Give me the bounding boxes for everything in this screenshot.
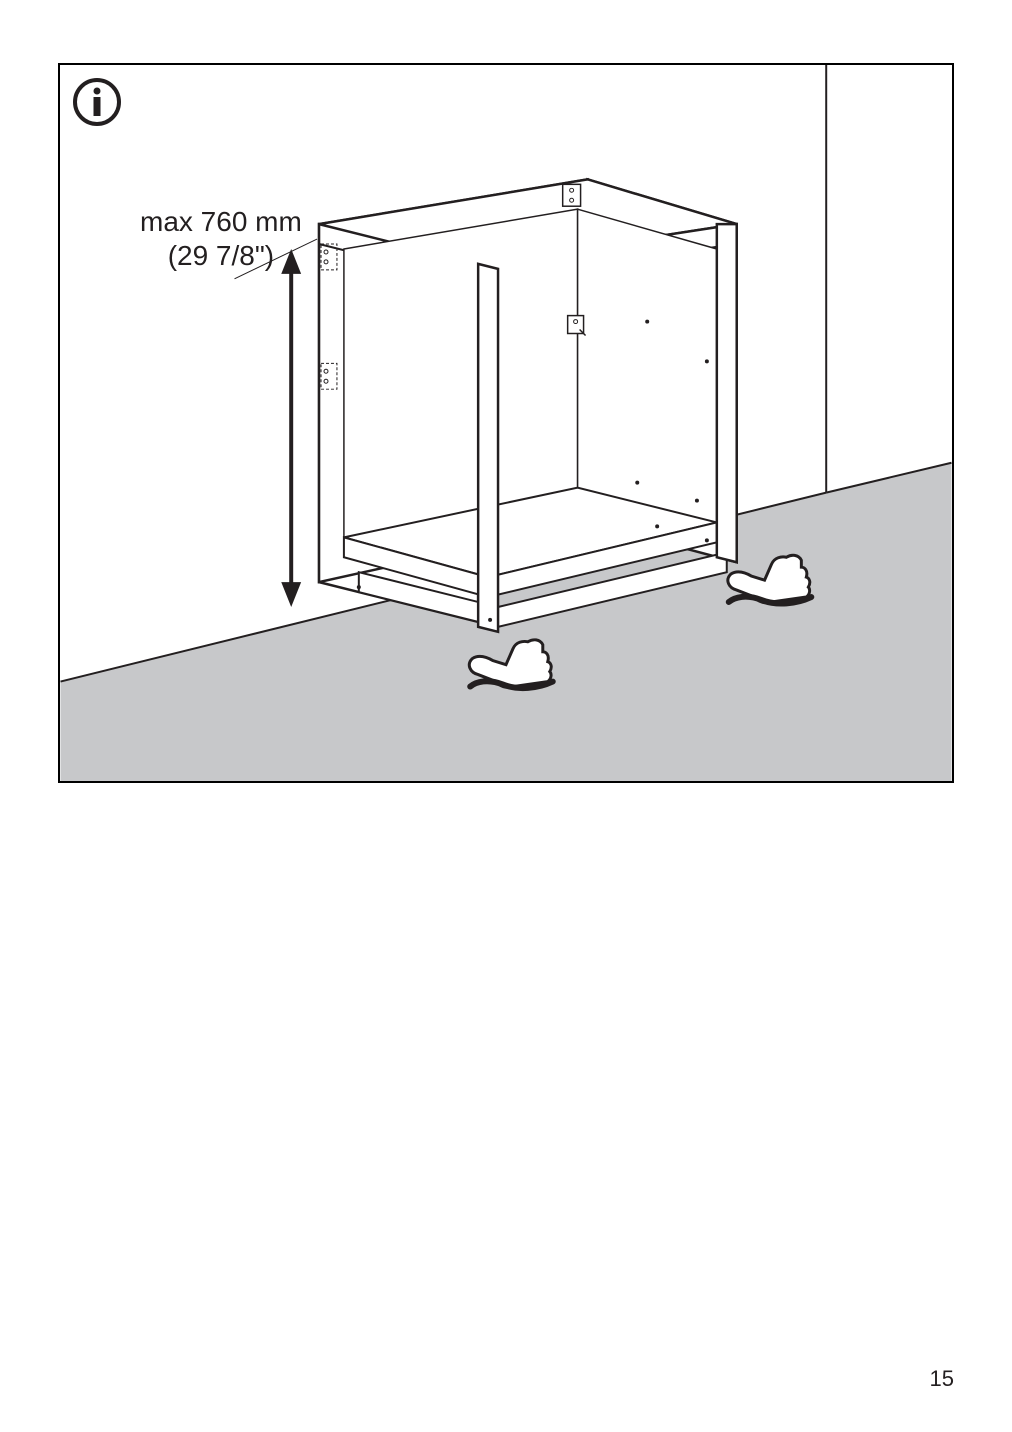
cabinet-diagram <box>60 65 952 781</box>
dimension-inch: (29 7/8") <box>140 239 302 273</box>
dimension-label: max 760 mm (29 7/8") <box>140 205 302 272</box>
page-number: 15 <box>930 1366 954 1392</box>
dimension-mm: max 760 mm <box>140 205 302 239</box>
instruction-panel: max 760 mm (29 7/8") <box>58 63 954 783</box>
